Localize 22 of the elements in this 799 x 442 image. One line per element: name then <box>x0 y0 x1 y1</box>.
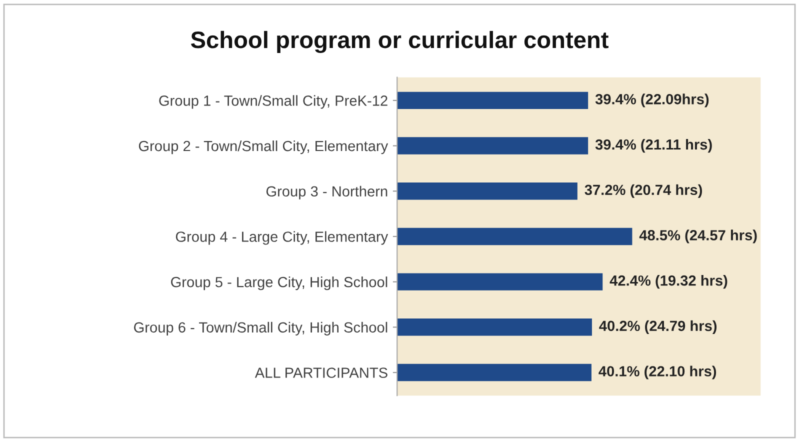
y-tick-label: Group 3 - Northern <box>266 186 388 200</box>
y-tick-label: Group 4 - Large City, Elementary <box>176 231 388 245</box>
data-label: 48.5% (24.57 hrs) <box>639 230 757 244</box>
y-tick-label: Group 1 - Town/Small City, PreK-12 <box>159 95 388 109</box>
bar <box>397 228 632 246</box>
bar <box>397 273 603 290</box>
data-label: 42.4% (19.32 hrs) <box>610 275 728 289</box>
data-label: 39.4% (21.11 hrs) <box>595 138 712 153</box>
y-tick-label: ALL PARTICIPANTS <box>254 368 388 378</box>
chart-title: School program or curricular content <box>190 30 608 54</box>
y-tick-label: Group 6 - Town/Small City, High School <box>134 322 388 336</box>
bar <box>397 92 588 110</box>
data-label: 40.1% (22.10 hrs) <box>598 366 716 380</box>
data-label: 39.4% (22.09hrs) <box>595 94 709 108</box>
data-label: 40.2% (24.79 hrs) <box>599 320 717 334</box>
data-label: 37.2% (20.74 hrs) <box>584 184 702 198</box>
bar <box>397 182 578 200</box>
y-tick-label: Group 2 - Town/Small City, Elementary <box>138 140 388 154</box>
bar <box>397 364 592 382</box>
bar <box>397 137 588 154</box>
y-tick-label: Group 5 - Large City, High School <box>171 276 388 290</box>
bar <box>397 318 592 336</box>
